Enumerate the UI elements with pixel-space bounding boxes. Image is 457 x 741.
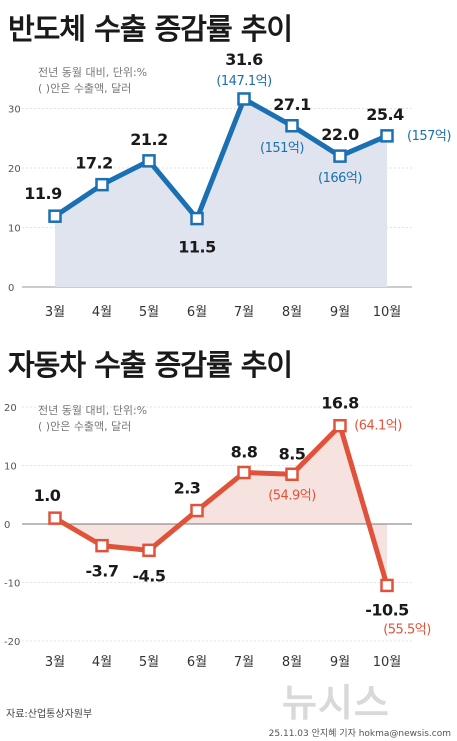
data-point bbox=[190, 503, 204, 518]
data-point bbox=[190, 211, 204, 226]
x-tick-label: 9월 bbox=[330, 305, 350, 320]
data-point bbox=[142, 154, 156, 168]
data-label: 16.8 bbox=[321, 394, 359, 413]
data-point bbox=[333, 418, 347, 433]
export-label: (151억) bbox=[260, 141, 304, 156]
data-point bbox=[380, 578, 394, 593]
export-label: (55.5억) bbox=[383, 622, 431, 637]
credit-text: 25.11.03 안지혜 기자 hokma@newsis.com bbox=[268, 729, 451, 739]
series-line bbox=[53, 96, 388, 222]
data-point bbox=[142, 543, 156, 558]
x-tick-label: 4월 bbox=[92, 655, 112, 670]
data-label: 31.6 bbox=[225, 50, 263, 69]
chart2-title: 자동차 수출 증감률 추이 bbox=[8, 348, 293, 382]
data-point bbox=[380, 129, 394, 143]
x-tick-label: 5월 bbox=[139, 655, 159, 670]
export-label: (64.1억) bbox=[354, 419, 402, 434]
x-tick-label: 9월 bbox=[330, 655, 350, 670]
x-tick-label: 3월 bbox=[45, 305, 65, 320]
chart1-title: 반도체 수출 증감률 추이 bbox=[8, 12, 293, 46]
semiconductor-chart: 0 10 20 30 전년 동월 대비, 단위:% ( )안은 수출액, 달러 11.9 17… bbox=[8, 50, 451, 320]
data-label: 1.0 bbox=[34, 486, 61, 505]
y-tick-label: 10 bbox=[4, 462, 17, 473]
data-label: 2.3 bbox=[174, 479, 201, 498]
data-point bbox=[237, 92, 251, 106]
x-tick-label: 5월 bbox=[139, 305, 159, 320]
export-label: (166억) bbox=[318, 171, 362, 186]
data-label: 25.4 bbox=[366, 105, 404, 124]
newsis-logo: 뉴시스 bbox=[282, 681, 390, 725]
export-label: (147.1억) bbox=[216, 74, 271, 89]
data-point bbox=[333, 149, 347, 163]
data-point bbox=[95, 177, 109, 192]
y-tick-label: 20 bbox=[8, 164, 21, 175]
y-tick-label: 20 bbox=[4, 403, 17, 414]
chart-note: 전년 동월 대비, 단위:% bbox=[38, 66, 147, 79]
x-tick-label: 4월 bbox=[92, 305, 112, 320]
y-tick-label: -20 bbox=[4, 637, 20, 648]
data-label: 27.1 bbox=[273, 95, 311, 114]
x-tick-label: 7월 bbox=[234, 655, 254, 670]
x-tick-label: 8월 bbox=[282, 655, 302, 670]
y-tick-label: 0 bbox=[4, 520, 10, 531]
y-tick-label: -10 bbox=[4, 579, 20, 590]
export-label: (54.9억) bbox=[268, 488, 316, 503]
data-label: 22.0 bbox=[321, 125, 359, 144]
x-tick-label: 8월 bbox=[282, 305, 302, 320]
area-fill bbox=[55, 98, 387, 287]
data-label: -4.5 bbox=[133, 566, 166, 585]
automobile-chart: 20 10 0 -10 -20 전년 동월 대비, 단위:% ( )안은 수출액, 달러 1.… bbox=[4, 394, 431, 670]
x-tick-label: 10월 bbox=[373, 305, 402, 320]
x-tick-label: 7월 bbox=[234, 305, 254, 320]
source-text: 자료:산업통상자원부 bbox=[6, 709, 93, 720]
data-point bbox=[95, 538, 109, 553]
export-label: (157억) bbox=[407, 129, 451, 144]
series-line bbox=[53, 423, 390, 587]
data-point bbox=[285, 467, 299, 482]
x-tick-label: 6월 bbox=[187, 655, 207, 670]
data-label: -3.7 bbox=[86, 562, 119, 581]
chart-note: ( )안은 수출액, 달러 bbox=[38, 420, 131, 433]
data-label: -10.5 bbox=[365, 600, 409, 619]
data-label: 11.5 bbox=[178, 238, 216, 257]
chart-note: ( )안은 수출액, 달러 bbox=[38, 82, 131, 95]
data-point bbox=[237, 465, 251, 480]
data-point bbox=[48, 209, 62, 223]
x-tick-label: 6월 bbox=[187, 305, 207, 320]
y-tick-label: 10 bbox=[8, 224, 21, 235]
y-tick-label: 0 bbox=[8, 283, 14, 294]
x-tick-label: 10월 bbox=[373, 655, 402, 670]
data-point bbox=[285, 119, 299, 133]
data-label: 11.9 bbox=[24, 184, 62, 203]
data-point bbox=[48, 511, 62, 525]
data-label: 17.2 bbox=[75, 154, 112, 173]
data-label: 8.5 bbox=[279, 444, 306, 463]
chart-note: 전년 동월 대비, 단위:% bbox=[38, 404, 147, 417]
data-label: 21.2 bbox=[130, 130, 167, 149]
x-tick-label: 3월 bbox=[45, 655, 65, 670]
data-label: 8.8 bbox=[231, 443, 258, 462]
y-tick-label: 30 bbox=[8, 105, 21, 116]
